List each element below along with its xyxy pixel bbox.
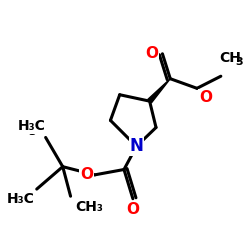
Text: H₃C: H₃C <box>7 192 35 206</box>
Text: H₃C: H₃C <box>18 119 46 133</box>
Text: O: O <box>199 90 212 105</box>
Text: O: O <box>126 202 140 216</box>
Text: H: H <box>31 122 43 136</box>
Text: CH₃: CH₃ <box>75 200 103 214</box>
Text: CH: CH <box>219 51 241 65</box>
Text: 3: 3 <box>236 56 244 66</box>
Text: O: O <box>145 46 158 61</box>
Text: N: N <box>130 137 143 155</box>
Text: O: O <box>80 167 93 182</box>
Polygon shape <box>148 79 170 103</box>
Text: 3: 3 <box>28 127 36 137</box>
